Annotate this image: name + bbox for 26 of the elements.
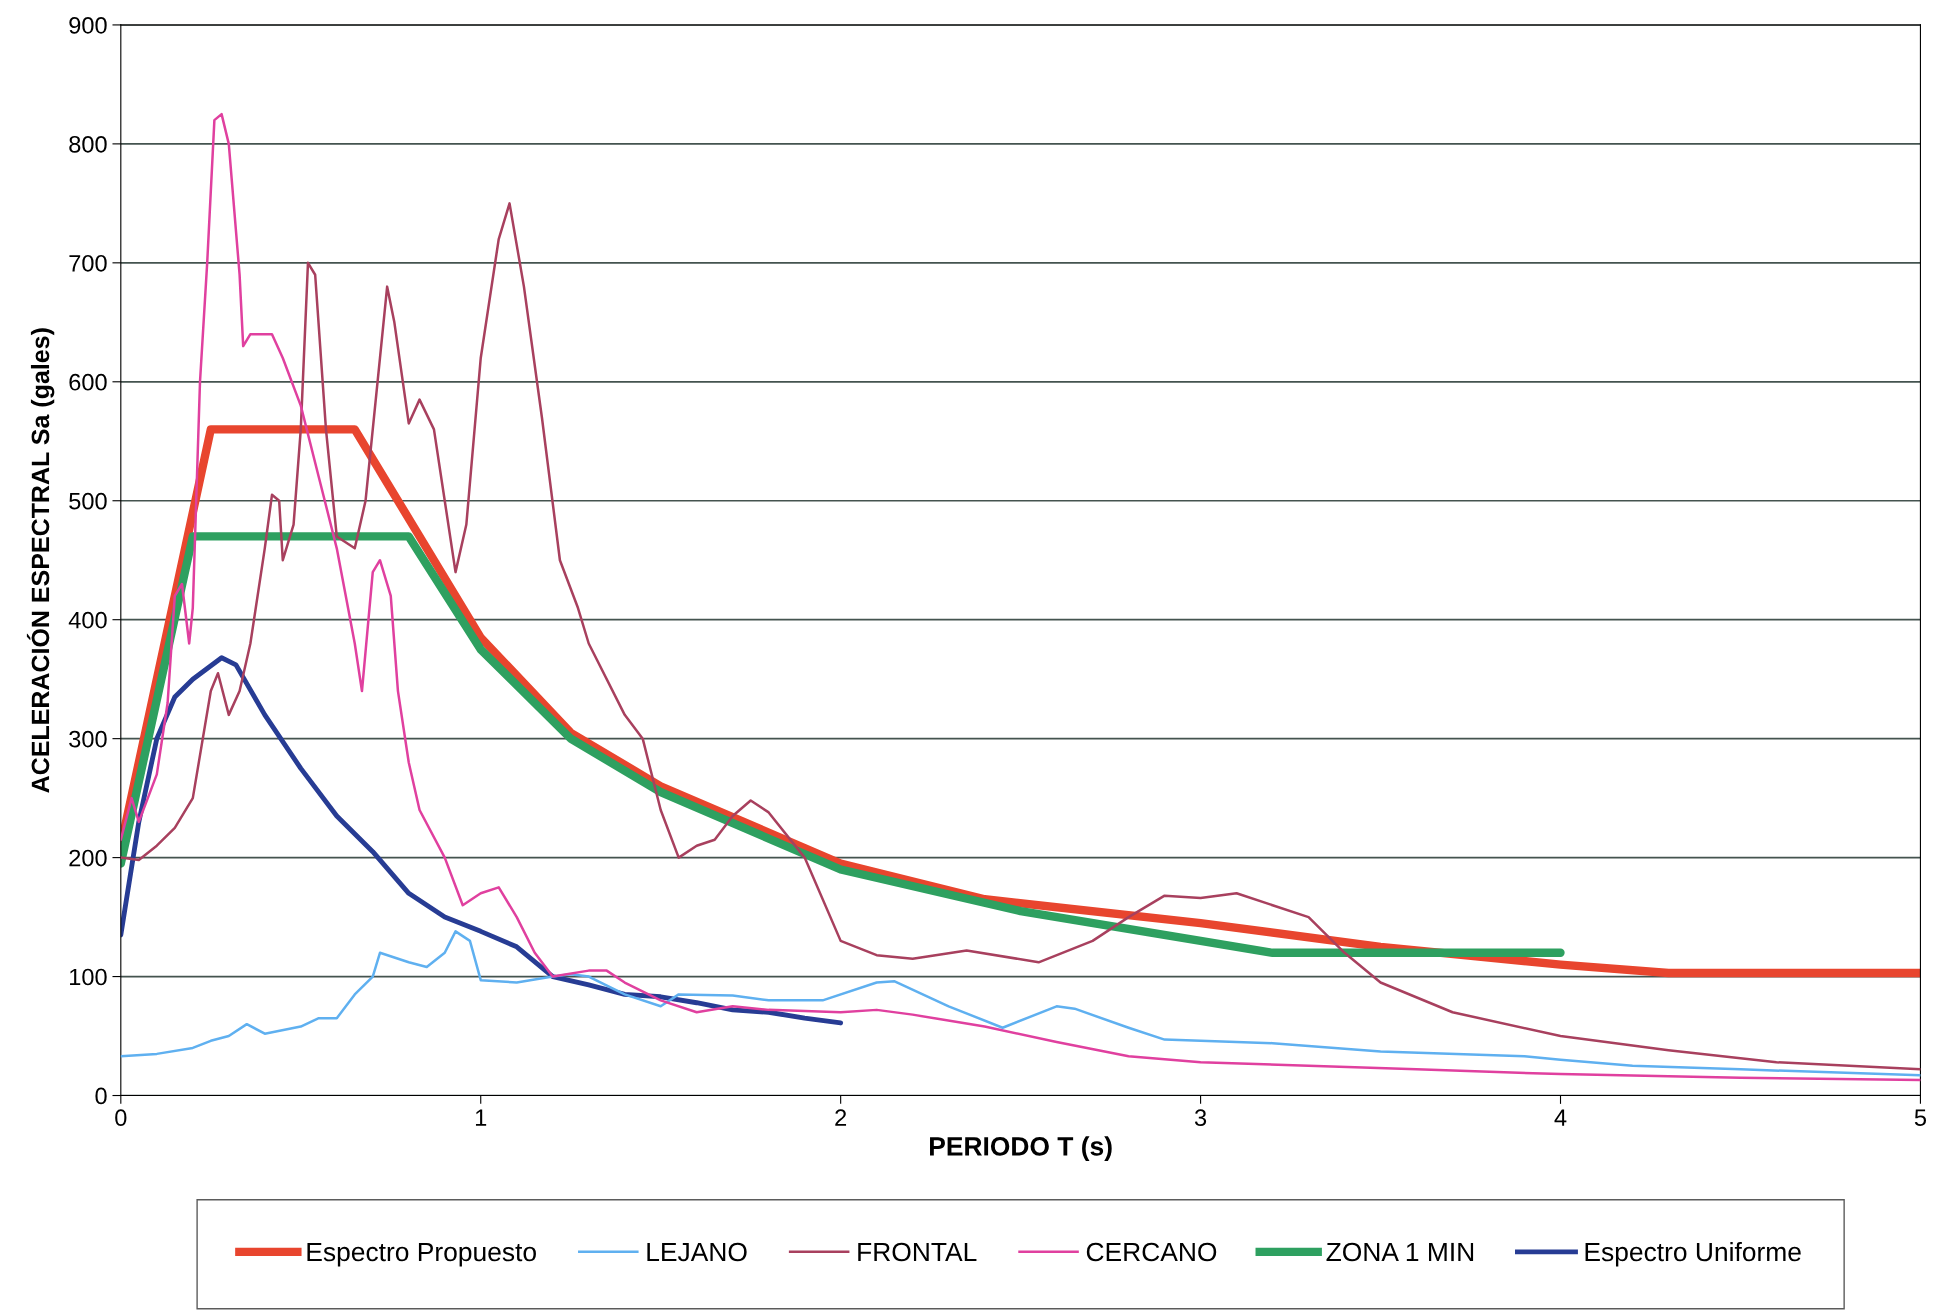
- line-series: [120, 655, 844, 1026]
- y-tick-label: 800: [69, 135, 107, 153]
- y-tick-label: 900: [69, 17, 107, 34]
- x-tick-label: 0: [115, 1109, 127, 1127]
- y-tick-label: 200: [69, 849, 107, 867]
- legend-label: Espectro Propuesto: [307, 1242, 536, 1267]
- legend-label: CERCANO: [1086, 1242, 1217, 1262]
- legend-label: LEJANO: [647, 1242, 747, 1262]
- x-axis-title: PERIODO T (s): [930, 1136, 1112, 1161]
- x-tick-label: 3: [1194, 1109, 1207, 1127]
- y-tick-label: 100: [70, 968, 107, 986]
- x-tick-label: 4: [1554, 1109, 1567, 1126]
- y-tick-label: 300: [69, 730, 107, 748]
- y-tick-label: 0: [95, 1087, 107, 1105]
- y-tick-label: 500: [69, 492, 107, 510]
- y-tick-label: 700: [69, 254, 107, 272]
- y-tick-label: 600: [69, 373, 107, 391]
- x-tick-label: 1: [475, 1109, 487, 1126]
- line-series: [120, 930, 1921, 1077]
- legend-label: Espectro Uniforme: [1585, 1241, 1801, 1267]
- y-tick-label: 400: [68, 611, 107, 629]
- x-tick-label: 5: [1914, 1109, 1927, 1127]
- legend-label: FRONTAL: [858, 1242, 977, 1262]
- y-axis-title: ACELERACIÓN ESPECTRAL Sa (gales): [26, 328, 55, 793]
- legend-label: ZONA 1 MIN: [1326, 1242, 1474, 1262]
- x-tick-label: 2: [835, 1109, 847, 1126]
